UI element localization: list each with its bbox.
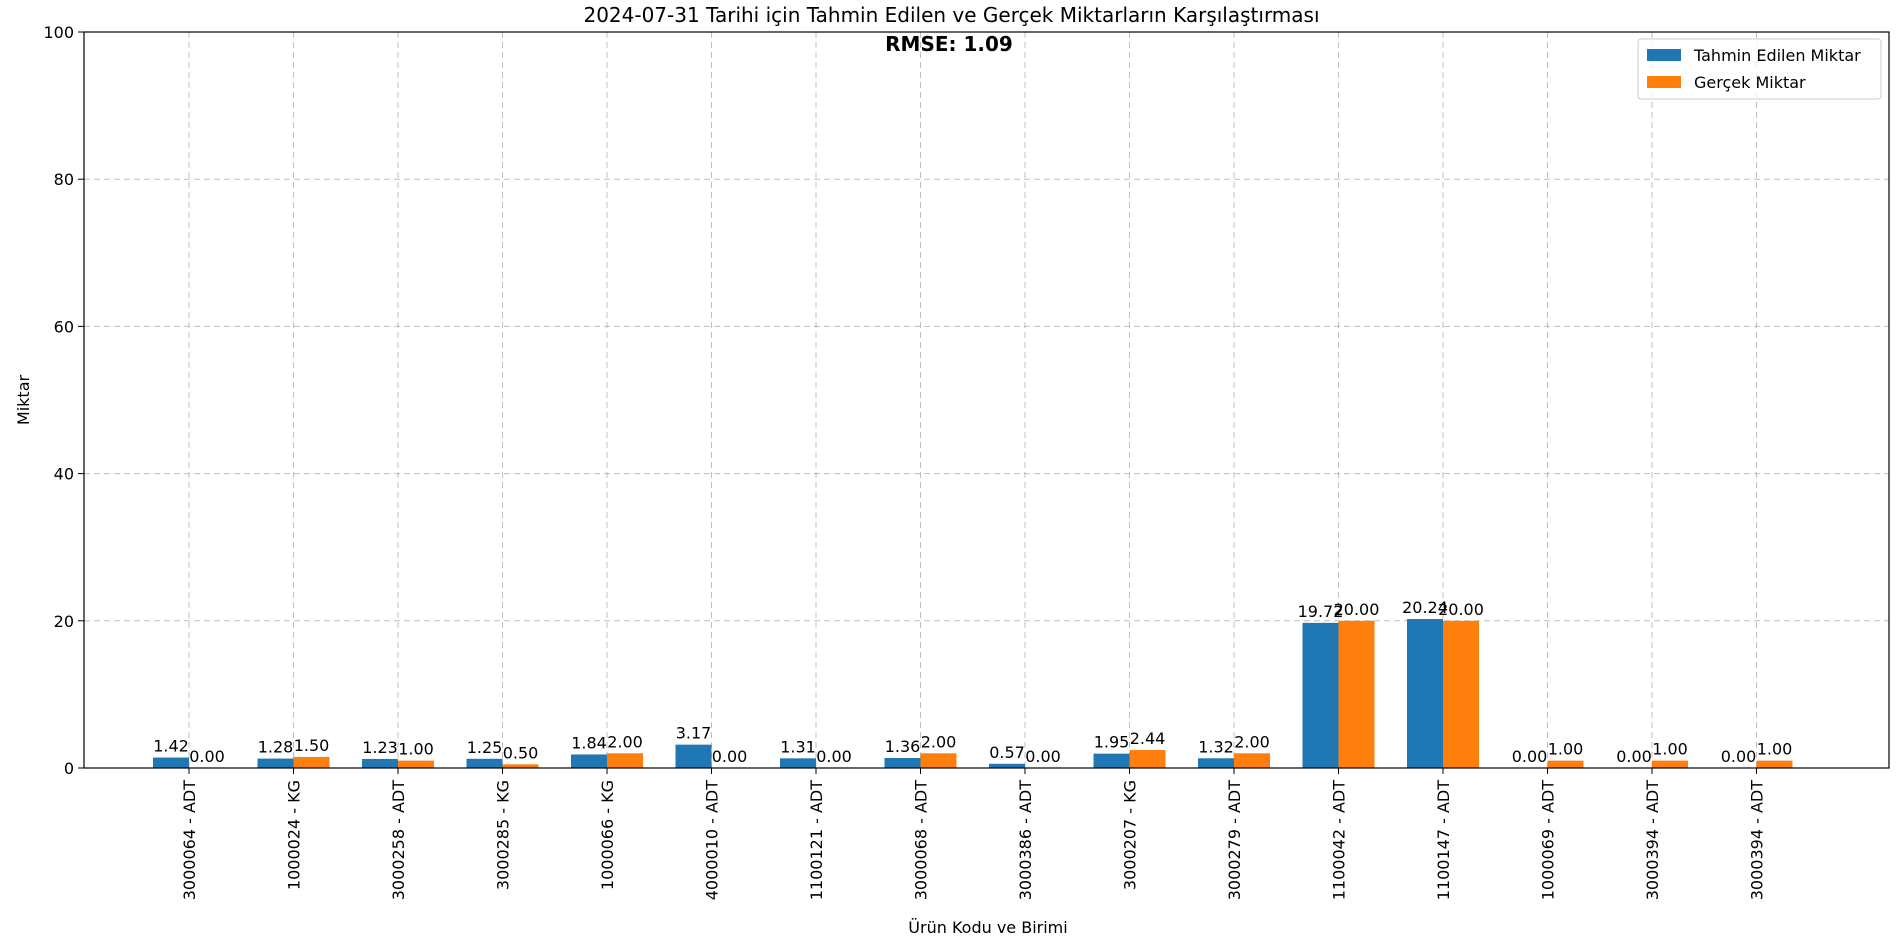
bar-predicted [466, 758, 503, 768]
bar-predicted [1302, 622, 1339, 768]
legend-box [1637, 38, 1882, 100]
data-label-predicted: 19.72 [1298, 602, 1344, 621]
data-label-actual: 2.00 [607, 732, 643, 751]
legend: Tahmin Edilen Miktar Gerçek Miktar [1637, 38, 1882, 100]
data-label-predicted: 1.25 [467, 738, 503, 757]
bar-predicted [153, 757, 189, 768]
data-label-predicted: 1.42 [153, 737, 189, 756]
y-tick-label: 40 [54, 465, 74, 484]
data-label-predicted: 1.36 [885, 737, 921, 756]
y-tick-label: 80 [54, 170, 74, 189]
y-tick-label: 0 [64, 759, 74, 778]
data-label-predicted: 1.28 [258, 738, 294, 757]
bar-actual [1234, 753, 1270, 768]
bar-predicted [884, 757, 921, 768]
data-label-actual: 1.00 [1757, 740, 1793, 759]
data-label-actual: 1.50 [294, 736, 330, 755]
x-tick-label: 3000207 - KG [1121, 780, 1140, 890]
bar-actual [607, 753, 643, 768]
data-label-actual: 2.00 [1234, 732, 1270, 751]
data-label-predicted: 1.31 [780, 737, 816, 756]
x-tick-label: 1000069 - ADT [1539, 780, 1558, 900]
bar-actual [1443, 620, 1479, 768]
bar-actual [293, 756, 330, 768]
legend-swatch-actual [1647, 76, 1681, 88]
bar-predicted [257, 758, 294, 768]
bars-layer [153, 619, 1793, 768]
data-label-actual: 0.00 [189, 747, 225, 766]
y-axis-ticks: 0 20 40 60 80 100 [43, 23, 84, 778]
bar-actual [502, 764, 539, 768]
bar-predicted [989, 763, 1025, 768]
x-tick-label: 3000258 - ADT [389, 780, 408, 900]
bar-actual [398, 760, 434, 768]
x-tick-label: 3000279 - ADT [1225, 780, 1244, 900]
legend-label-actual: Gerçek Miktar [1694, 73, 1806, 92]
data-label-actual: 2.00 [921, 732, 957, 751]
data-label-predicted: 0.57 [989, 743, 1025, 762]
x-tick-label: 1000066 - KG [598, 780, 617, 890]
bar-predicted [1198, 758, 1234, 768]
bar-predicted [675, 744, 712, 768]
legend-label-predicted: Tahmin Edilen Miktar [1693, 46, 1861, 65]
data-label-predicted: 3.17 [676, 724, 712, 743]
bar-predicted [1407, 619, 1443, 768]
y-tick-label: 60 [54, 317, 74, 336]
x-tick-label: 3000285 - KG [494, 780, 513, 890]
data-label-actual: 0.00 [1025, 747, 1061, 766]
bar-actual [920, 753, 957, 768]
bar-predicted [362, 758, 398, 768]
x-tick-label: 3000394 - ADT [1643, 780, 1662, 900]
x-axis-ticks: 3000064 - ADT 1000024 - KG 3000258 - ADT 30… [180, 768, 1767, 900]
bar-predicted [780, 758, 816, 768]
x-tick-label: 1100121 - ADT [807, 780, 826, 900]
data-label-actual: 2.44 [1130, 729, 1166, 748]
data-label-predicted: 1.84 [571, 733, 607, 752]
data-label-actual: 1.00 [1652, 740, 1688, 759]
legend-swatch-predicted [1647, 49, 1681, 61]
bar-actual [1652, 760, 1688, 768]
x-tick-label: 1000024 - KG [285, 780, 304, 890]
bar-actual [1756, 760, 1793, 768]
data-label-actual: 1.00 [398, 740, 434, 759]
data-label-actual: 0.00 [712, 747, 748, 766]
data-label-predicted: 1.23 [362, 738, 398, 757]
bar-actual [1338, 620, 1375, 768]
bar-labels-layer: 1.42 1.28 1.23 1.25 1.84 3.17 1.31 1.36 0.57 1.95… [153, 598, 1792, 766]
x-tick-label: 3000386 - ADT [1016, 780, 1035, 900]
data-label-predicted: 0.00 [1512, 747, 1548, 766]
data-label-predicted: 1.32 [1198, 737, 1234, 756]
data-label-predicted: 20.24 [1402, 598, 1448, 617]
x-tick-label: 3000064 - ADT [180, 780, 199, 900]
x-tick-label: 3000068 - ADT [912, 780, 931, 900]
plot-frame [83, 31, 1890, 769]
data-label-actual: 0.00 [816, 747, 852, 766]
grid-layer [84, 32, 1889, 768]
x-tick-label: 3000394 - ADT [1748, 780, 1767, 900]
y-tick-label: 100 [43, 23, 74, 42]
data-label-actual: 1.00 [1548, 740, 1584, 759]
x-tick-label: 1100147 - ADT [1434, 780, 1453, 900]
bar-predicted [571, 754, 607, 768]
data-label-actual: 0.50 [503, 743, 539, 762]
chart-title: 2024-07-31 Tarihi için Tahmin Edilen ve … [583, 3, 1319, 27]
data-label-actual: 20.00 [1438, 600, 1484, 619]
y-axis-label: Miktar [14, 374, 33, 425]
data-label-actual: 20.00 [1334, 600, 1380, 619]
bar-actual [1129, 750, 1166, 768]
y-tick-label: 20 [54, 612, 74, 631]
bar-predicted [1093, 753, 1130, 768]
data-label-predicted: 1.95 [1094, 733, 1130, 752]
rmse-annotation: RMSE: 1.09 [885, 32, 1013, 56]
x-tick-label: 4000010 - ADT [703, 780, 722, 900]
x-axis-label: Ürün Kodu ve Birimi [908, 918, 1067, 937]
data-label-predicted: 0.00 [1721, 747, 1757, 766]
bar-actual [1547, 760, 1584, 768]
x-tick-label: 1100042 - ADT [1330, 780, 1349, 900]
data-label-predicted: 0.00 [1616, 747, 1652, 766]
